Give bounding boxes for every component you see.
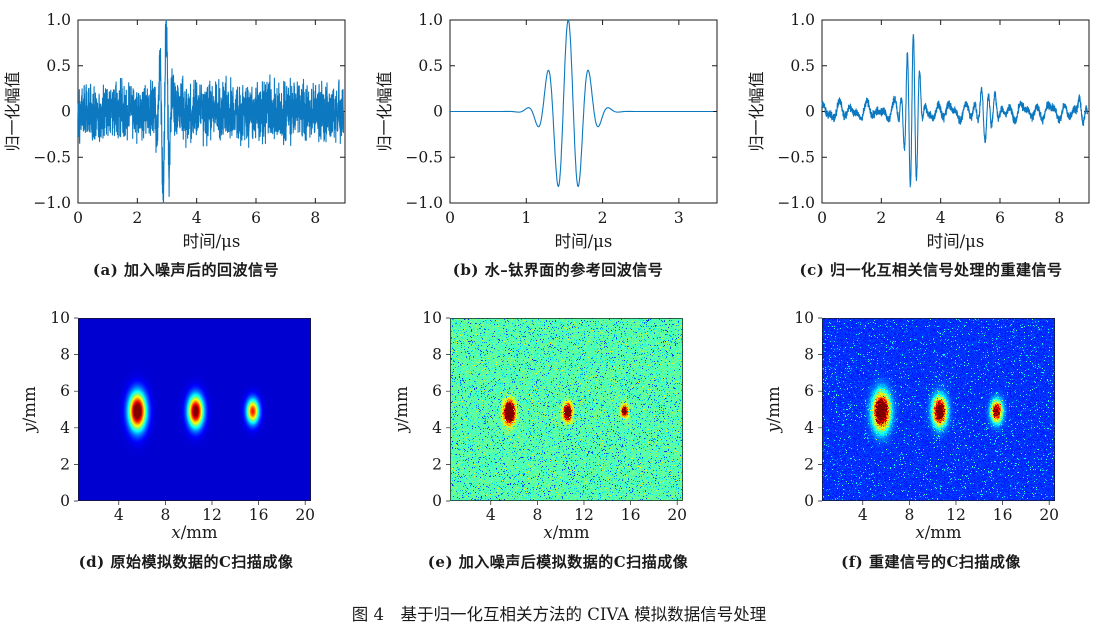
waveform-plot-b: 0 1 2 3 1.0 0.5 0 −0.5 −1.0 时间/μs 归一化幅值 — [375, 11, 718, 251]
x-tick-label: 6 — [251, 209, 261, 227]
cscan-image-f — [744, 292, 1116, 548]
panel-caption-f: (f) 重建信号的C扫描成像 — [841, 553, 1021, 571]
x-tick-label: 8 — [310, 209, 320, 227]
x-tick-label: 8 — [1054, 209, 1064, 227]
panel-d: (d) 原始模拟数据的C扫描成像 — [0, 292, 372, 572]
x-tick-label: 0 — [73, 209, 83, 227]
y-tick-label: −1.0 — [33, 194, 71, 212]
panel-caption-d: (d) 原始模拟数据的C扫描成像 — [78, 553, 294, 571]
panel-caption-e: (e) 加入噪声后模拟数据的C扫描成像 — [427, 553, 689, 571]
tick-labels: 0 2 4 6 8 1.0 0.5 0 −0.5 −1.0 — [33, 11, 320, 227]
waveform-row: 0 2 4 6 8 1.0 0.5 0 −0.5 −1.0 时间/μs 归一化幅值 (a) 加入噪声后… — [0, 4, 1118, 280]
x-axis-label: 时间/μs — [555, 232, 613, 251]
ticks — [821, 19, 1089, 204]
ticks — [77, 19, 345, 204]
y-tick-label: −1.0 — [777, 194, 815, 212]
waveform-plot-c: 0 2 4 6 8 1.0 0.5 0 −0.5 −1.0 时间/μs 归一化幅值 — [747, 11, 1090, 251]
y-axis-label: 归一化幅值 — [3, 71, 22, 151]
panel-f: (f) 重建信号的C扫描成像 — [744, 292, 1118, 572]
y-tick-label: −0.5 — [405, 148, 443, 166]
signal-trace — [821, 34, 1089, 188]
panel-a: 0 2 4 6 8 1.0 0.5 0 −0.5 −1.0 时间/μs 归一化幅值 (a) 加入噪声后… — [0, 4, 372, 280]
figure-caption: 图 4 基于归一化互相关方法的 CIVA 模拟数据信号处理 — [351, 605, 767, 624]
cscan-image-e — [372, 292, 744, 548]
y-tick-label: −1.0 — [405, 194, 443, 212]
x-tick-label: 2 — [876, 209, 886, 227]
y-tick-label: −0.5 — [777, 148, 815, 166]
x-tick-label: 2 — [598, 209, 608, 227]
y-tick-label: 0.5 — [790, 57, 815, 75]
ticks — [449, 19, 717, 204]
panel-caption-c: (c) 归一化互相关信号处理的重建信号 — [799, 261, 1063, 279]
tick-labels: 0 1 2 3 1.0 0.5 0 −0.5 −1.0 — [405, 11, 683, 227]
panel-caption-b: (b) 水–钛界面的参考回波信号 — [452, 261, 664, 279]
x-tick-label: 4 — [936, 209, 946, 227]
tick-labels: 0 2 4 6 8 1.0 0.5 0 −0.5 −1.0 — [777, 11, 1064, 227]
y-tick-label: 0 — [805, 103, 815, 121]
y-tick-label: 1.0 — [418, 11, 443, 29]
y-tick-label: 0 — [61, 103, 71, 121]
x-tick-label: 2 — [132, 209, 142, 227]
x-tick-label: 6 — [995, 209, 1005, 227]
y-tick-label: 0 — [433, 103, 443, 121]
x-tick-label: 0 — [817, 209, 827, 227]
waveform-plot-a: 0 2 4 6 8 1.0 0.5 0 −0.5 −1.0 时间/μs 归一化幅值 — [3, 11, 346, 251]
x-tick-label: 1 — [521, 209, 531, 227]
y-tick-label: 0.5 — [418, 57, 443, 75]
x-tick-label: 4 — [192, 209, 202, 227]
cscan-row: (d) 原始模拟数据的C扫描成像 (e) 加入噪声后模拟数据的C扫描成像 (f)… — [0, 292, 1118, 572]
x-tick-label: 3 — [674, 209, 684, 227]
panel-e: (e) 加入噪声后模拟数据的C扫描成像 — [372, 292, 744, 572]
y-axis-label: 归一化幅值 — [375, 71, 394, 151]
signal-trace — [449, 19, 714, 188]
x-axis-label: 时间/μs — [927, 232, 985, 251]
x-tick-label: 0 — [445, 209, 455, 227]
y-tick-label: 0.5 — [46, 57, 71, 75]
panel-b: 0 1 2 3 1.0 0.5 0 −0.5 −1.0 时间/μs 归一化幅值 (b) 水–钛界面的… — [372, 4, 744, 280]
y-tick-label: 1.0 — [790, 11, 815, 29]
panel-caption-a: (a) 加入噪声后的回波信号 — [92, 261, 280, 279]
y-tick-label: −0.5 — [33, 148, 71, 166]
panel-c: 0 2 4 6 8 1.0 0.5 0 −0.5 −1.0 时间/μs 归一化幅值 (c) 归一化互相… — [744, 4, 1118, 280]
y-axis-label: 归一化幅值 — [747, 71, 766, 151]
signal-trace — [77, 19, 345, 204]
x-axis-label: 时间/μs — [183, 232, 241, 251]
y-tick-label: 1.0 — [46, 11, 71, 29]
cscan-image-d — [0, 292, 372, 548]
